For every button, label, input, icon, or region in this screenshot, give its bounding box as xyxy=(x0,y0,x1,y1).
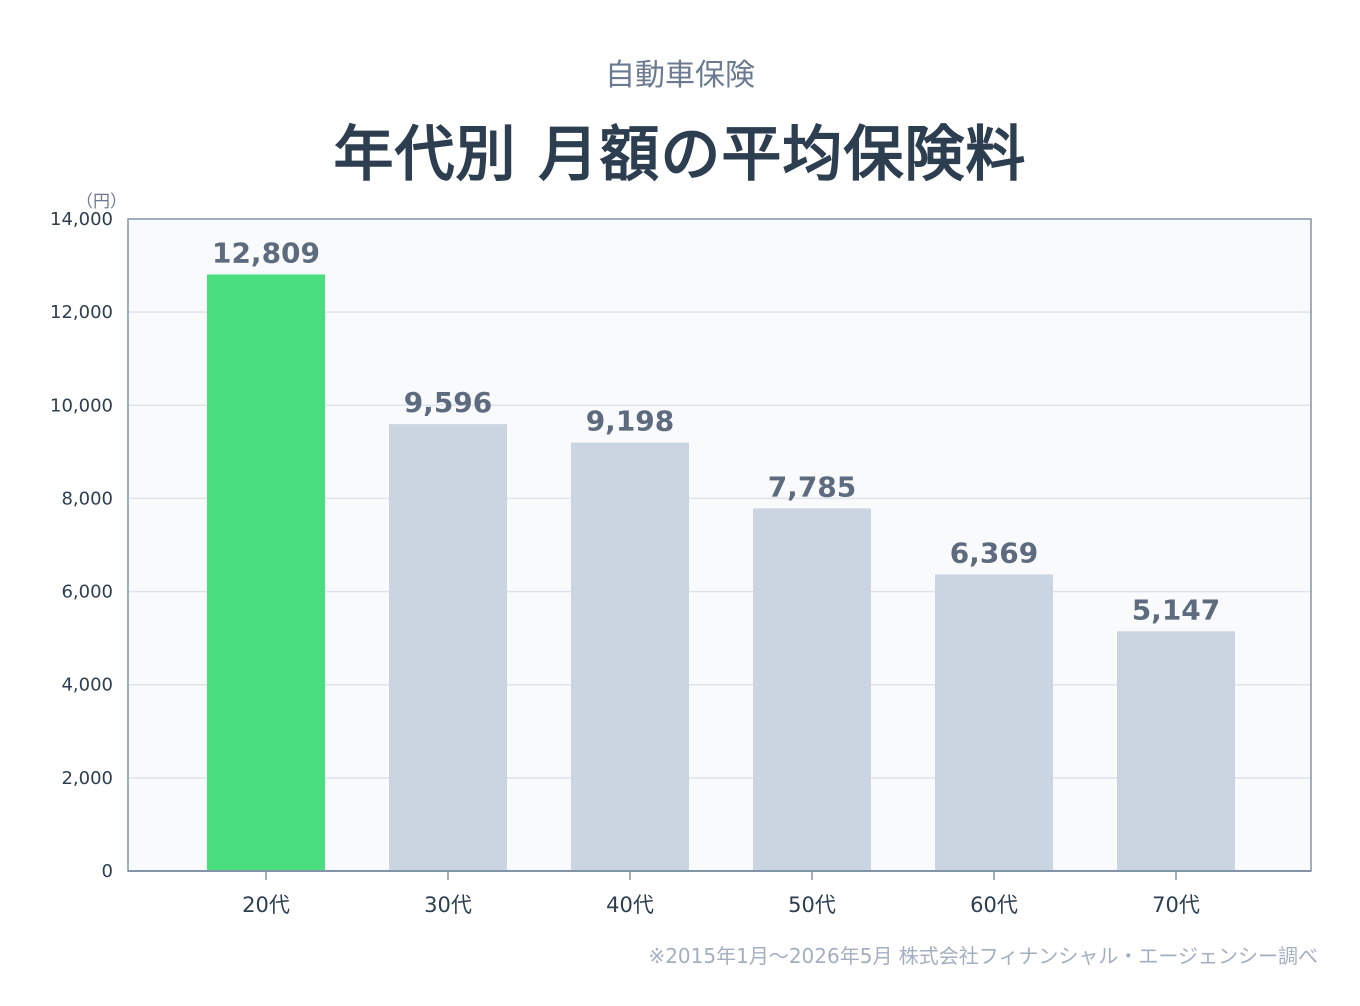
bar-50代 xyxy=(753,508,871,871)
footnote: ※2015年1月〜2026年5月 株式会社フィナンシャル・エージェンシー調べ xyxy=(648,944,1318,968)
data-label: 7,785 xyxy=(768,470,857,503)
chart-subtitle: 自動車保険 xyxy=(605,58,755,93)
data-label: 9,596 xyxy=(404,386,493,419)
x-tick-label: 70代 xyxy=(1152,893,1200,917)
data-label: 12,809 xyxy=(212,236,320,269)
y-tick-label: 12,000 xyxy=(50,302,113,323)
y-tick-label: 6,000 xyxy=(61,582,113,603)
y-tick-label: 10,000 xyxy=(50,395,113,416)
data-label: 5,147 xyxy=(1132,593,1221,626)
bar-60代 xyxy=(935,574,1053,871)
x-tick-label: 50代 xyxy=(788,893,836,917)
x-tick-label: 30代 xyxy=(424,893,472,917)
data-label: 6,369 xyxy=(950,536,1039,569)
data-label: 9,198 xyxy=(586,405,675,438)
y-tick-label: 2,000 xyxy=(61,768,113,789)
y-tick-label: 8,000 xyxy=(61,488,113,509)
bar-70代 xyxy=(1117,631,1235,871)
y-tick-label: 4,000 xyxy=(61,675,113,696)
x-tick-label: 20代 xyxy=(242,893,290,917)
y-axis-unit-label: （円） xyxy=(76,192,127,212)
bar-40代 xyxy=(571,442,689,871)
chart-title: 年代別 月額の平均保険料 xyxy=(333,120,1027,190)
plot-area xyxy=(128,219,1311,871)
bar-30代 xyxy=(389,424,507,871)
x-tick-label: 40代 xyxy=(606,893,654,917)
y-tick-label: 14,000 xyxy=(50,209,113,230)
bar-20代 xyxy=(207,274,325,872)
x-tick-label: 60代 xyxy=(970,893,1018,917)
y-tick-label: 0 xyxy=(102,861,113,882)
